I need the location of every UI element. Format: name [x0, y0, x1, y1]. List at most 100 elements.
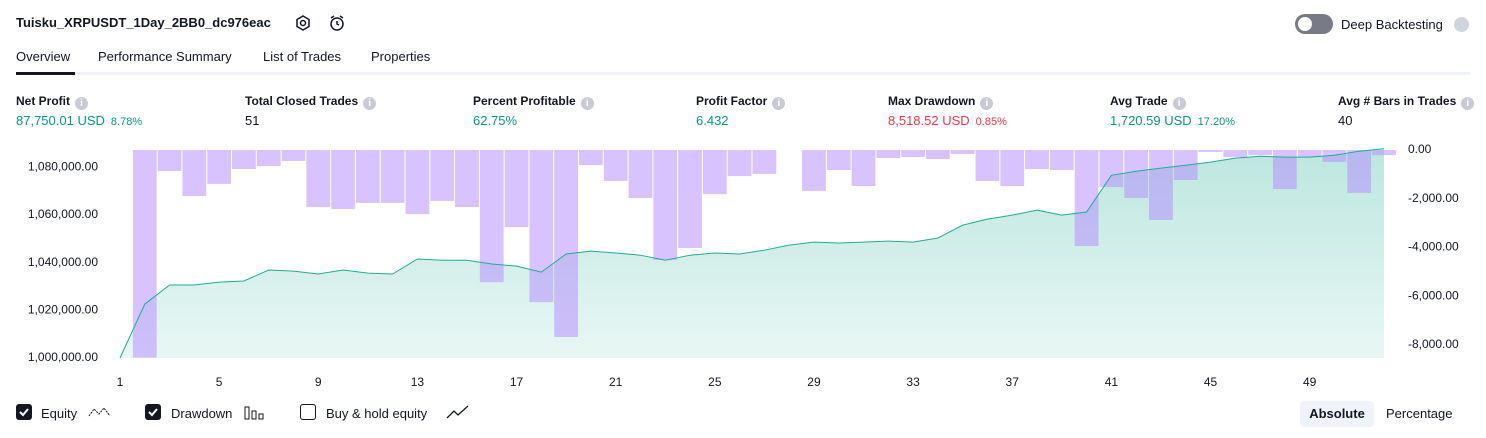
drawdown-bar: [975, 150, 1000, 181]
x-tick-label: 1: [117, 375, 124, 389]
drawdown-bar: [1124, 150, 1149, 199]
drawdown-bar: [1049, 150, 1074, 170]
drawdown-bar: [1198, 150, 1223, 152]
metric-percent: 0.85%: [975, 116, 1007, 128]
absolute-button[interactable]: Absolute: [1300, 401, 1374, 427]
x-tick-label: 25: [708, 375, 722, 389]
drawdown-legend: Drawdown: [171, 406, 233, 421]
drawdown-bar: [554, 150, 579, 337]
active-tab-underline: [16, 72, 75, 75]
equity-checkbox[interactable]: [16, 404, 32, 420]
x-tick-label: 45: [1204, 375, 1218, 389]
x-tick-label: 13: [411, 375, 425, 389]
drawdown-bar: [1074, 150, 1099, 247]
drawdown-bar: [207, 150, 232, 184]
metric-number: 1,720.59 USD: [1110, 113, 1192, 128]
drawdown-bar: [455, 150, 479, 208]
deep-backtesting-label: Deep Backtesting: [1341, 17, 1443, 32]
metric-number: 8,518.52 USD: [888, 113, 970, 128]
help-icon[interactable]: [1454, 17, 1469, 32]
tab[interactable]: Properties: [371, 49, 431, 64]
deep-backtesting-toggle[interactable]: [1295, 14, 1333, 34]
y-tick-label: 1,000,000.00: [28, 350, 98, 364]
info-icon: i: [1461, 97, 1475, 110]
y2-tick-label: -2,000.00: [1408, 191, 1459, 205]
tab-divider: [16, 72, 1470, 75]
x-tick-label: 21: [609, 375, 623, 389]
drawdown-bar: [132, 150, 157, 358]
info-icon: i: [363, 97, 377, 110]
buy-hold-checkbox[interactable]: [300, 404, 316, 420]
tab[interactable]: List of Trades: [263, 49, 342, 64]
drawdown-bar: [1272, 150, 1297, 190]
metric-value: 6.432: [696, 113, 729, 128]
metric-value: 87,750.01 USD 8.78%: [16, 113, 142, 128]
drawdown-bar: [232, 150, 256, 170]
drawdown-bar: [628, 150, 653, 199]
metric-percent: 17.20%: [1197, 116, 1235, 128]
x-tick-label: 5: [216, 375, 223, 389]
drawdown-bar: [876, 150, 901, 159]
metric-number: 51: [245, 113, 260, 128]
drawdown-bar: [702, 150, 727, 195]
equity-area: [120, 148, 1384, 358]
drawdown-bar: [851, 150, 876, 187]
percentage-button[interactable]: Percentage: [1386, 406, 1453, 421]
x-tick-label: 29: [807, 375, 821, 389]
y-tick-label: 1,040,000.00: [28, 255, 98, 269]
drawdown-bar: [380, 150, 405, 203]
drawdown-bar: [1099, 150, 1124, 188]
x-tick-label: 9: [315, 375, 322, 389]
drawdown-bar: [925, 150, 950, 160]
drawdown-bar: [355, 150, 380, 203]
x-tick-label: 37: [1006, 375, 1020, 389]
tab[interactable]: Performance Summary: [98, 49, 232, 64]
metric-value: 1,720.59 USD 17.20%: [1110, 113, 1235, 128]
drawdown-bar: [1372, 150, 1396, 156]
metric-label: Max Drawdown i: [888, 94, 994, 110]
drawdown-bar: [950, 150, 975, 154]
drawdown-bar: [479, 150, 504, 283]
equity-icon: [88, 407, 111, 417]
metric-label: Avg Trade i: [1110, 94, 1186, 110]
metric-label: Percent Profitable i: [473, 94, 594, 110]
y2-tick-label: -4,000.00: [1408, 240, 1459, 254]
drawdown-bar: [1223, 150, 1248, 158]
tab[interactable]: Overview: [16, 49, 71, 64]
drawdown-bar: [826, 150, 851, 170]
metric-number: 62.75%: [473, 113, 518, 128]
buy-hold-icon: [446, 405, 469, 419]
info-icon: i: [1172, 97, 1186, 110]
buy-hold-legend: Buy & hold equity: [326, 406, 428, 421]
y-tick-label: 1,080,000.00: [28, 159, 98, 173]
drawdown-bar: [1000, 150, 1025, 187]
metric-label: Net Profit i: [16, 94, 88, 110]
metric-number: 6.432: [696, 113, 729, 128]
drawdown-bar: [653, 150, 678, 260]
drawdown-bar: [802, 150, 826, 191]
settings-icon[interactable]: [294, 14, 312, 32]
metric-value: 40: [1338, 113, 1352, 128]
drawdown-bar: [281, 150, 306, 161]
drawdown-bar: [405, 150, 430, 215]
equity-line: [119, 148, 1385, 359]
drawdown-bar: [430, 150, 455, 201]
drawdown-bar: [579, 150, 603, 166]
metric-percent: 8.78%: [110, 116, 143, 128]
metric-label: Total Closed Trades i: [245, 94, 377, 110]
drawdown-bar: [331, 150, 355, 209]
alert-icon[interactable]: [327, 13, 347, 33]
drawdown-bar: [678, 150, 702, 248]
drawdown-bar: [182, 150, 207, 197]
drawdown-checkbox[interactable]: [145, 404, 161, 420]
drawdown-bar: [1149, 150, 1173, 220]
metric-value: 8,518.52 USD 0.85%: [888, 113, 1007, 128]
metric-value: 51: [245, 113, 259, 128]
drawdown-icon: [244, 406, 264, 420]
drawdown-bar: [256, 150, 281, 167]
drawdown-bar: [1347, 150, 1372, 193]
drawdown-bar: [504, 150, 529, 228]
drawdown-bar: [901, 150, 925, 158]
drawdown-bar: [1025, 150, 1049, 170]
info-icon: i: [580, 97, 594, 110]
